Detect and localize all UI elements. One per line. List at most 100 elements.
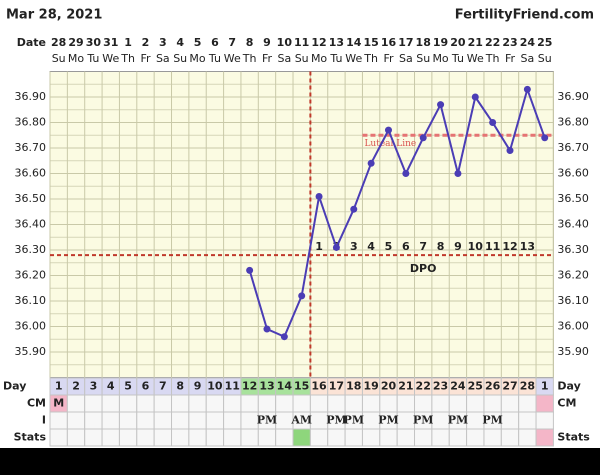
cycle-day: 10 — [207, 380, 223, 393]
cycle-day: 22 — [416, 380, 431, 393]
date-label: 20 — [450, 36, 466, 49]
weekday-label: Su — [52, 52, 66, 65]
cell — [535, 428, 554, 447]
date-label: 10 — [277, 36, 293, 49]
y-tick-label: 36.40 — [557, 218, 589, 231]
cell — [379, 394, 398, 413]
cell — [66, 411, 86, 430]
date-label: 31 — [103, 36, 118, 49]
date-label: 23 — [502, 36, 517, 49]
cell — [188, 411, 207, 430]
cycle-day: 4 — [107, 380, 115, 393]
intercourse-value: PM — [257, 414, 277, 427]
cell — [344, 394, 363, 413]
cycle-day: 15 — [294, 380, 309, 393]
date-label: 7 — [228, 36, 236, 49]
intercourse-value: PM — [378, 414, 398, 427]
weekday-label: We — [467, 52, 484, 65]
y-tick-label: 36.50 — [557, 192, 589, 205]
temperature-point — [315, 192, 323, 200]
cell — [240, 411, 259, 430]
weekday-label: Su — [173, 52, 187, 65]
cycle-day: 21 — [398, 380, 413, 393]
intercourse-value: PM — [413, 414, 433, 427]
cell — [431, 428, 450, 447]
weekday-label: Mo — [311, 52, 327, 65]
date-label: 30 — [86, 36, 102, 49]
cell — [101, 428, 120, 447]
cell — [84, 411, 103, 430]
date-label: 16 — [381, 36, 397, 49]
temperature-point — [541, 134, 549, 142]
y-tick-label: 35.90 — [15, 345, 47, 358]
temperature-point — [437, 101, 445, 109]
date-label: 5 — [194, 36, 202, 49]
cell — [431, 411, 450, 430]
dpo-label: 5 — [385, 240, 393, 253]
row-label: Day — [3, 380, 26, 393]
cell — [500, 411, 520, 430]
temperature-point — [419, 134, 427, 142]
cell — [361, 394, 381, 413]
date-label: 1 — [124, 36, 132, 49]
cell — [292, 428, 311, 447]
date-label: 9 — [263, 36, 271, 49]
row-label: Stats — [557, 431, 590, 444]
cell — [275, 428, 294, 447]
weekday-label: Tu — [208, 52, 221, 65]
date-label: 18 — [416, 36, 431, 49]
cell — [66, 428, 86, 447]
dpo-label: 11 — [485, 240, 500, 253]
cell — [240, 394, 259, 413]
temperature-point — [402, 170, 410, 177]
cycle-day: 17 — [329, 380, 344, 393]
cell — [483, 428, 502, 447]
cell — [205, 411, 225, 430]
weekday-label: Fr — [262, 52, 273, 65]
cycle-day: 27 — [502, 380, 517, 393]
dpo-label: 6 — [402, 240, 410, 253]
y-tick-label: 36.70 — [15, 141, 47, 154]
intercourse-value: PM — [482, 414, 502, 427]
cell — [257, 394, 277, 413]
cycle-day: 26 — [485, 380, 501, 393]
cycle-day: 18 — [346, 380, 361, 393]
cell — [257, 428, 277, 447]
cell — [223, 411, 242, 430]
weekday-label: Tu — [86, 52, 99, 65]
y-tick-label: 36.50 — [15, 192, 47, 205]
cell — [118, 428, 138, 447]
cell — [49, 411, 68, 430]
cell — [431, 394, 450, 413]
date-label: 19 — [433, 36, 448, 49]
weekday-label: Mo — [189, 52, 205, 65]
cell — [361, 428, 381, 447]
cell — [344, 428, 363, 447]
cycle-day: 19 — [363, 380, 378, 393]
cell — [396, 428, 416, 447]
cm-value: M — [53, 397, 64, 410]
cell — [361, 411, 381, 430]
dpo-label: 12 — [502, 240, 517, 253]
cell — [171, 411, 190, 430]
temperature-line — [248, 86, 546, 339]
cycle-day: 20 — [381, 380, 397, 393]
cell — [518, 411, 537, 430]
date-label: 14 — [346, 36, 362, 49]
cycle-day: 1 — [541, 380, 549, 393]
weekday-label: Mo — [68, 52, 84, 65]
cycle-day: 3 — [90, 380, 98, 393]
y-tick-label: 36.80 — [15, 116, 47, 129]
intercourse-value: AM — [290, 414, 312, 427]
cycle-day: 1 — [55, 380, 63, 393]
weekday-label: Sa — [156, 52, 170, 65]
chart-date: Mar 28, 2021 — [6, 8, 102, 23]
dpo-title: DPO — [410, 262, 437, 275]
dpo-label: 13 — [520, 240, 535, 253]
cell — [518, 428, 537, 447]
y-tick-label: 36.40 — [15, 218, 47, 231]
intercourse-value: PM — [326, 414, 346, 427]
cell — [84, 394, 103, 413]
cycle-day: 11 — [225, 380, 240, 393]
